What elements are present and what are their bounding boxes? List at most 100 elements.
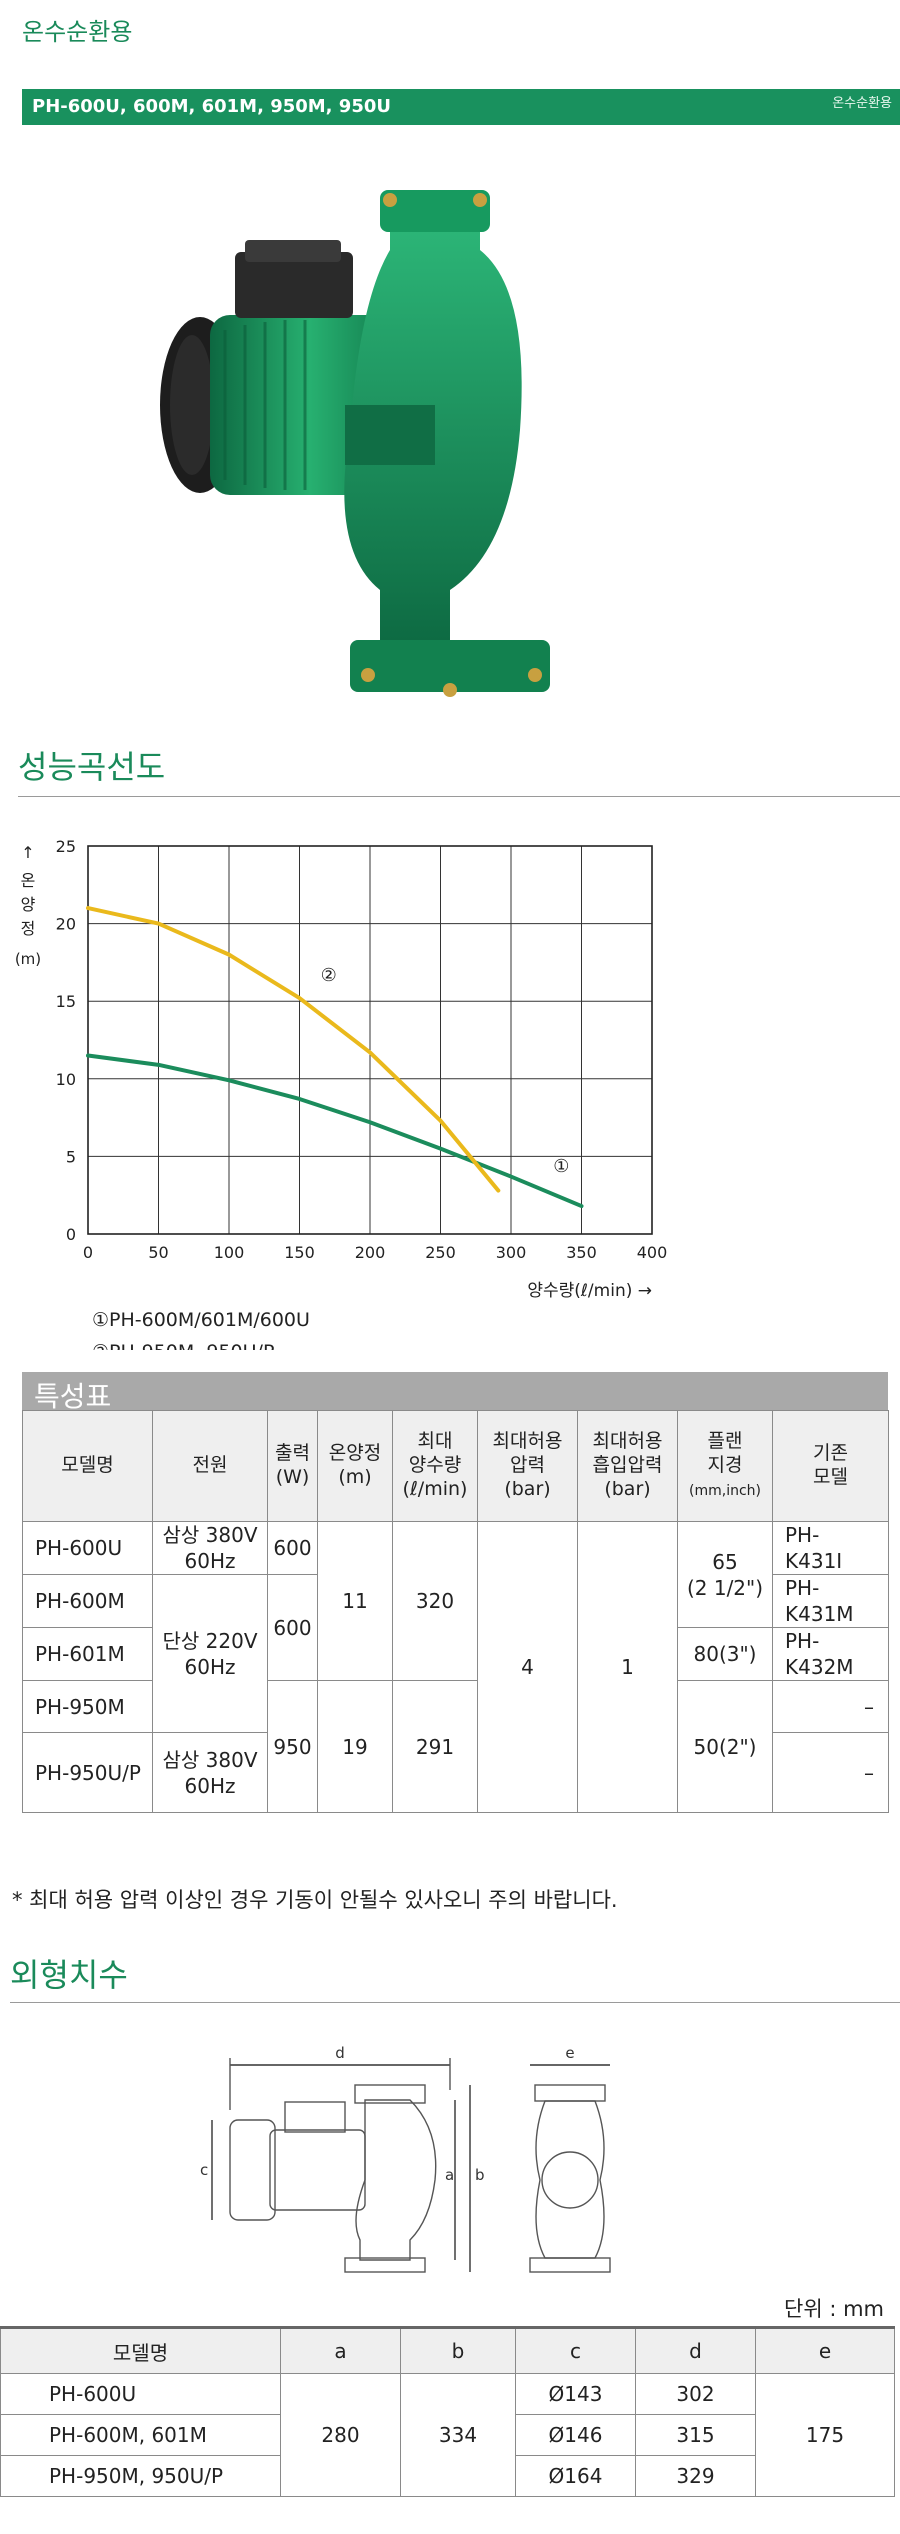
x-tick-label: 200	[355, 1243, 386, 1262]
y-tick-label: 20	[56, 915, 76, 934]
dim-header-row: 모델명 a b c d e	[0, 2326, 895, 2374]
th-max-suction: 최대허용 흡입압력 (bar)	[577, 1410, 678, 1522]
y-axis-unit: (m)	[15, 950, 41, 968]
th-flange: 플랜 지경 (mm,inch)	[677, 1410, 773, 1522]
model-cell: PH-600M	[22, 1574, 153, 1628]
category-tag: 온수순환용	[832, 96, 892, 111]
d-cell: 315	[635, 2414, 756, 2456]
x-tick-label: 100	[214, 1243, 245, 1262]
dimension-table: 모델명 a b c d e PH-600U 280 334 Ø143 302 1…	[0, 2326, 895, 2497]
table-row: PH-950M 950 19 291 50(2") –	[22, 1680, 889, 1813]
e-cell: 175	[755, 2373, 895, 2497]
table-row: PH-600M 단상 220V 60Hz 600 PH- K431M	[22, 1574, 889, 1733]
table-row: PH-600U 삼상 380V 60Hz 600 11 320 4 1 65 (2 …	[22, 1521, 889, 1813]
spec-header: 특성표	[22, 1372, 888, 1413]
model-cell: PH-950M, 950U/P	[0, 2455, 281, 2497]
table-row: PH-601M 80(3") PH- K432M	[22, 1627, 889, 1681]
model-list: PH-600U, 600M, 601M, 950M, 950U	[32, 96, 391, 117]
th-old-model: 기존 모델	[772, 1410, 889, 1522]
performance-chart: 0 50 100 150 200 250 300 350 400 0 5 10 15 20 25 ↑ 온양정 (m…	[15, 837, 668, 1350]
x-tick-label: 250	[425, 1243, 456, 1262]
flow-cell: 320	[392, 1521, 478, 1681]
th-e: e	[755, 2326, 895, 2374]
flange-cell: 65 (2 1/2")	[677, 1521, 773, 1628]
y-axis-label-char: 온	[21, 871, 36, 890]
dim-label-c: c	[200, 2161, 208, 2179]
th-model: 모델명	[22, 1410, 153, 1522]
output-cell: 950	[267, 1680, 318, 1813]
output-cell: 600	[267, 1574, 318, 1681]
table-row: PH-600M, 601M Ø146 315	[0, 2414, 895, 2456]
dim-label-b: b	[475, 2166, 485, 2184]
dim-label-a: a	[445, 2166, 454, 2184]
th-d: d	[635, 2326, 756, 2374]
old-model-cell: PH- K431M	[772, 1574, 889, 1628]
model-cell: PH-600U	[0, 2373, 281, 2415]
th-model: 모델명	[0, 2326, 281, 2374]
series-line-1	[86, 1053, 584, 1209]
legend-item-2: ②PH-950M, 950U/P	[92, 1341, 274, 1350]
pump-product-image	[160, 190, 550, 697]
x-tick-label: 400	[637, 1243, 668, 1262]
th-c: c	[515, 2326, 636, 2374]
spec-table: 모델명 전원 출력 (W) 온양정 (m) 최대 양수량 (ℓ/min) 최대허용 압력(…	[22, 1410, 889, 1813]
th-max-pressure: 최대허용 압력 (bar)	[477, 1410, 578, 1522]
dim-label-d: d	[335, 2044, 345, 2062]
curve-mark-1: ①	[553, 1156, 569, 1177]
model-cell: PH-600U	[22, 1521, 153, 1575]
power-cell: 단상 220V 60Hz	[152, 1574, 268, 1733]
th-b: b	[400, 2326, 516, 2374]
table-row: PH-600U 280 334 Ø143 302 175	[0, 2373, 895, 2497]
flange-cell: 50(2")	[677, 1680, 773, 1813]
x-axis-label: 양수량(ℓ/min) →	[527, 1281, 652, 1301]
th-max-flow: 최대 양수량 (ℓ/min)	[392, 1410, 478, 1522]
table-row: PH-950M, 950U/P Ø164 329	[0, 2455, 895, 2497]
y-axis-label-char: 양	[21, 895, 36, 914]
d-cell: 329	[635, 2455, 756, 2497]
plot-frame	[87, 845, 653, 1235]
flange-cell: 80(3")	[677, 1627, 773, 1681]
th-head: 온양정 (m)	[317, 1410, 393, 1522]
x-tick-label: 0	[83, 1243, 93, 1262]
flow-cell: 291	[392, 1680, 478, 1813]
y-axis-arrow: ↑	[21, 843, 34, 862]
spec-header-row: 모델명 전원 출력 (W) 온양정 (m) 최대 양수량 (ℓ/min) 최대허용 압력(…	[22, 1410, 889, 1522]
spec-title: 특성표	[34, 1380, 112, 1413]
old-model-cell: –	[772, 1732, 889, 1813]
caution-note: * 최대 허용 압력 이상인 경우 기동이 안될수 있사오니 주의 바랍니다.	[12, 1888, 618, 1912]
x-tick-label: 150	[284, 1243, 315, 1262]
c-cell: Ø164	[515, 2455, 636, 2497]
output-cell: 600	[267, 1521, 318, 1575]
dim-label-e: e	[565, 2044, 574, 2062]
th-a: a	[280, 2326, 401, 2374]
dimension-drawing: d c a b e	[200, 2044, 611, 2273]
model-cell: PH-600M, 601M	[0, 2414, 281, 2456]
model-cell: PH-950U/P	[22, 1732, 153, 1813]
y-axis-label-char: 정	[21, 919, 36, 938]
category-title: 온수순환용	[22, 18, 133, 46]
y-tick-label: 10	[56, 1070, 76, 1089]
d-cell: 302	[635, 2373, 756, 2415]
divider	[18, 796, 900, 797]
y-tick-label: 5	[66, 1147, 76, 1166]
x-tick-label: 300	[496, 1243, 527, 1262]
model-cell: PH-601M	[22, 1627, 153, 1681]
curve-mark-2: ②	[321, 965, 337, 986]
y-tick-label: 0	[66, 1225, 76, 1244]
head-cell: 11	[317, 1521, 393, 1681]
th-power: 전원	[152, 1410, 268, 1522]
x-tick-label: 50	[148, 1243, 168, 1262]
table-row: PH-950U/P 삼상 380V 60Hz –	[22, 1732, 889, 1813]
th-output: 출력 (W)	[267, 1410, 318, 1522]
y-tick-label: 15	[56, 992, 76, 1011]
old-model-cell: –	[772, 1680, 889, 1733]
c-cell: Ø143	[515, 2373, 636, 2415]
unit-label: 단위 : mm	[784, 2297, 884, 2321]
old-model-cell: PH- K432M	[772, 1627, 889, 1681]
b-cell: 334	[400, 2373, 516, 2497]
dims-title: 외형치수	[10, 1956, 128, 1994]
pressure-cell: 4	[477, 1521, 578, 1813]
divider	[10, 2002, 900, 2003]
model-cell: PH-950M	[22, 1680, 153, 1733]
a-cell: 280	[280, 2373, 401, 2497]
